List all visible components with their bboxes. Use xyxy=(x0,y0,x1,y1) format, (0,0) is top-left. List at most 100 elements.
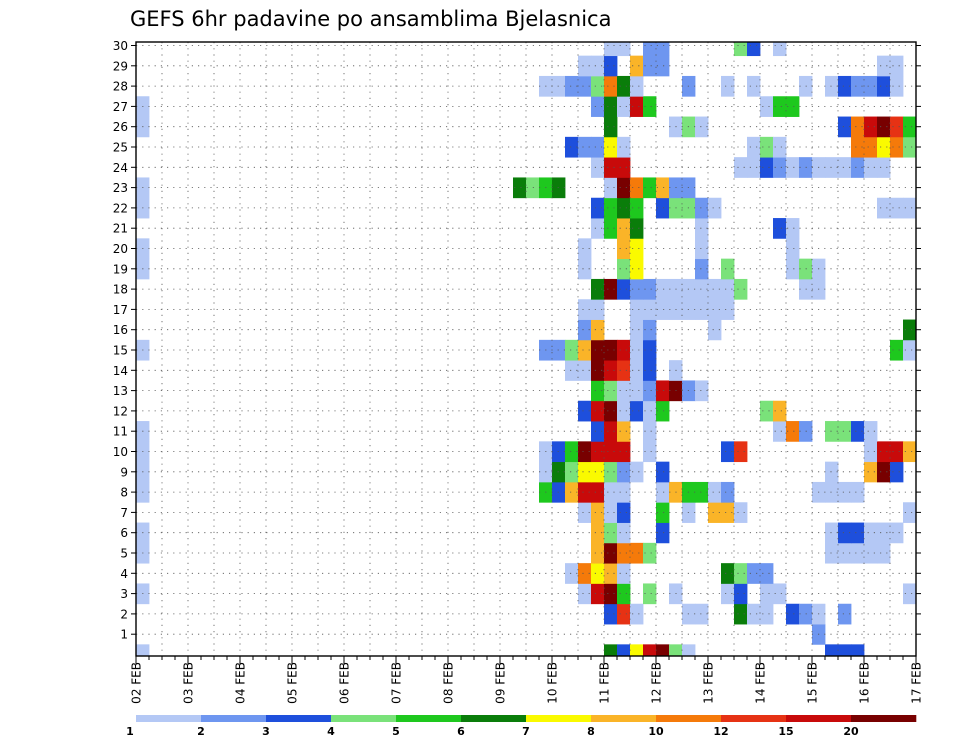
heatmap-cell xyxy=(604,400,618,422)
y-tick-label: 5 xyxy=(120,547,128,561)
heatmap-cell xyxy=(617,136,631,158)
heatmap-cell xyxy=(643,583,657,605)
heatmap-cell xyxy=(825,542,839,564)
x-tick-label: 17 FEB xyxy=(910,662,924,704)
legend-swatch xyxy=(656,715,722,722)
x-tick-label: 08 FEB xyxy=(442,662,456,704)
heatmap-cell xyxy=(630,542,644,564)
heatmap-cell xyxy=(617,563,631,584)
heatmap-cell xyxy=(669,644,683,657)
legend-swatch xyxy=(526,715,592,722)
heatmap-cell xyxy=(760,400,774,422)
heatmap-cell xyxy=(825,461,839,483)
heatmap-cell xyxy=(656,299,670,320)
heatmap-cell xyxy=(591,360,605,381)
heatmap-cell xyxy=(617,42,631,57)
heatmap-cell xyxy=(656,278,670,300)
heatmap-cell xyxy=(617,75,631,97)
heatmap-cell xyxy=(578,75,592,97)
heatmap-cell xyxy=(890,75,904,97)
heatmap-cell xyxy=(851,75,865,97)
y-tick-label: 2 xyxy=(120,607,128,621)
heatmap-cell xyxy=(877,542,891,564)
heatmap-cell xyxy=(903,116,917,138)
heatmap-cell xyxy=(591,278,605,300)
x-tick-label: 12 FEB xyxy=(650,662,664,704)
y-tick-label: 10 xyxy=(113,445,128,459)
legend-swatch xyxy=(591,715,657,722)
y-tick-label: 1 xyxy=(120,628,128,642)
heatmap-cell xyxy=(630,360,644,381)
heatmap-cell xyxy=(903,583,917,605)
heatmap-cell xyxy=(617,481,631,503)
heatmap-cell xyxy=(604,502,618,523)
heatmap-cell xyxy=(617,197,631,219)
heatmap-cell xyxy=(903,441,917,463)
heatmap-cell xyxy=(708,278,722,300)
heatmap-cell xyxy=(851,644,865,657)
y-tick-label: 9 xyxy=(120,465,128,479)
heatmap-cell xyxy=(604,42,618,57)
x-tick-label: 02 FEB xyxy=(130,662,144,704)
y-tick-label: 12 xyxy=(113,404,128,418)
x-tick-label: 15 FEB xyxy=(806,662,820,704)
heatmap-cell xyxy=(617,96,631,117)
heatmap-cell xyxy=(773,42,787,57)
heatmap-cell xyxy=(786,258,800,280)
heatmap-cell xyxy=(617,502,631,523)
heatmap-cell xyxy=(578,502,592,523)
heatmap-cell xyxy=(903,197,917,219)
heatmap-cell xyxy=(695,278,709,300)
heatmap-cell xyxy=(734,603,748,625)
heatmap-cell xyxy=(617,360,631,381)
heatmap-cell xyxy=(760,96,774,117)
legend-swatch xyxy=(461,715,527,722)
heatmap-cell xyxy=(786,157,800,178)
heatmap-cell xyxy=(877,441,891,463)
heatmap-cell xyxy=(630,197,644,219)
heatmap-cell xyxy=(643,96,657,117)
x-tick-label: 03 FEB xyxy=(182,662,196,704)
heatmap-cell xyxy=(630,299,644,320)
heatmap-cell xyxy=(578,258,592,280)
heatmap-cell xyxy=(695,380,709,402)
heatmap-cell xyxy=(851,522,865,544)
heatmap-cell xyxy=(604,481,618,503)
heatmap-cell xyxy=(890,461,904,483)
heatmap-cell xyxy=(734,157,748,178)
legend-label: 8 xyxy=(587,725,595,738)
heatmap-cell xyxy=(708,299,722,320)
x-tick-label: 07 FEB xyxy=(390,662,404,704)
heatmap-cell xyxy=(591,461,605,483)
heatmap-cell xyxy=(643,421,657,442)
heatmap-cell xyxy=(643,380,657,402)
heatmap-cell xyxy=(890,522,904,544)
heatmap-cell xyxy=(721,75,735,97)
heatmap-cell xyxy=(786,603,800,625)
heatmap-cell xyxy=(643,177,657,199)
heatmap-cell xyxy=(877,55,891,77)
heatmap-cell xyxy=(838,542,852,564)
heatmap-cell xyxy=(773,421,787,442)
heatmap-cell xyxy=(734,42,748,57)
heatmap-cell xyxy=(526,177,540,199)
heatmap-cell xyxy=(656,55,670,77)
heatmap-cell xyxy=(617,157,631,178)
heatmap-cell xyxy=(604,644,618,657)
x-tick-label: 05 FEB xyxy=(286,662,300,704)
legend-swatch xyxy=(851,715,917,722)
heatmap-cell xyxy=(630,96,644,117)
heatmap-cell xyxy=(643,42,657,57)
x-tick-label: 13 FEB xyxy=(702,662,716,704)
heatmap-cell xyxy=(825,157,839,178)
heatmap-cell xyxy=(656,644,670,657)
heatmap-cell xyxy=(747,75,761,97)
heatmap-cell xyxy=(877,522,891,544)
heatmap-cell xyxy=(695,481,709,503)
heatmap-cell xyxy=(890,116,904,138)
heatmap-cell xyxy=(578,481,592,503)
heatmap-cell xyxy=(734,502,748,523)
legend-swatch xyxy=(396,715,462,722)
heatmap-cell xyxy=(643,644,657,657)
heatmap-cell xyxy=(578,238,592,260)
